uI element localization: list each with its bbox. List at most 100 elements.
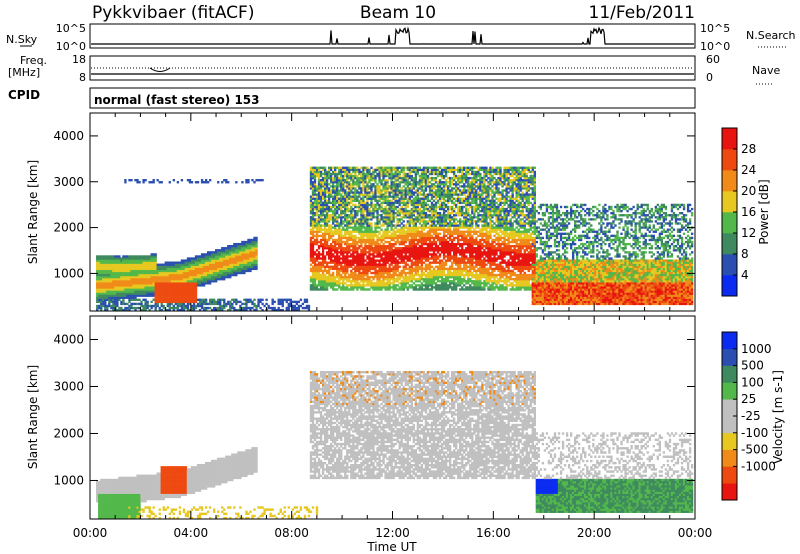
power-cell (338, 230, 341, 233)
power-cell (358, 259, 361, 262)
power-cell (344, 261, 347, 264)
power-cell (317, 176, 321, 180)
power-cell (98, 288, 101, 291)
power-cell (325, 212, 329, 215)
power-cell (198, 302, 202, 306)
power-cell (412, 170, 415, 174)
power-cell (370, 205, 373, 209)
power-cell (370, 259, 373, 262)
power-cell (430, 278, 434, 281)
power-cell (362, 255, 365, 258)
power-cell (319, 183, 323, 186)
power-cell (338, 179, 341, 182)
power-cell (202, 284, 206, 287)
power-cell (174, 288, 178, 291)
power-cell (374, 168, 377, 172)
power-cell (422, 203, 426, 207)
power-cell (243, 255, 246, 258)
power-cell (420, 226, 424, 229)
power-cell (323, 214, 327, 217)
power-cell (420, 168, 424, 172)
power-cell (285, 298, 288, 301)
power-cell (382, 172, 385, 176)
power-cell (168, 300, 171, 304)
power-cell (352, 176, 355, 180)
power-cell (430, 282, 434, 285)
power-cell (404, 273, 407, 277)
power-cell (344, 249, 347, 252)
power-cell (372, 193, 375, 196)
power-cell (231, 304, 234, 308)
power-cell (422, 288, 426, 291)
power-cell (182, 265, 186, 268)
power-cell (98, 290, 101, 293)
power-cell (321, 275, 325, 279)
power-cell (336, 255, 339, 258)
power-cell (176, 263, 180, 266)
power-cell (398, 234, 401, 238)
power-cell (126, 273, 129, 277)
power-cell (426, 263, 430, 266)
power-cell (144, 179, 147, 182)
power-cell (190, 181, 194, 184)
power-cell (422, 236, 426, 240)
power-cell (158, 271, 161, 275)
power-cell (348, 201, 351, 205)
power-cell (138, 284, 141, 287)
power-cell (428, 185, 432, 188)
power-cell (350, 197, 353, 200)
power-cell (428, 224, 432, 227)
power-cell (150, 280, 153, 283)
freq-strip (89, 55, 696, 81)
power-cell (223, 263, 226, 266)
power-cell (342, 220, 345, 223)
power-cell (408, 230, 411, 233)
power-cell (130, 292, 133, 295)
power-cell (319, 263, 323, 266)
power-cell (130, 280, 133, 283)
power-cell (394, 288, 397, 291)
power-cell (392, 218, 395, 221)
power-cell (376, 269, 379, 273)
power-cell (380, 273, 383, 277)
power-cell (428, 207, 432, 211)
power-cell (118, 288, 121, 291)
power-cell (313, 273, 317, 277)
power-cell (354, 176, 357, 180)
power-cell (313, 269, 317, 273)
power-cell (200, 284, 204, 287)
power-cell (114, 300, 117, 304)
power-cell (168, 304, 171, 308)
power-cell (334, 278, 337, 281)
power-cell (206, 267, 210, 271)
power-cell (358, 282, 361, 285)
power-cell (329, 273, 333, 277)
power-cell (372, 191, 375, 194)
power-cell (410, 218, 413, 221)
power-cell (204, 253, 208, 256)
power-cell (313, 218, 317, 221)
power-cell (325, 238, 329, 242)
power-cell (303, 298, 307, 301)
power-cell (100, 267, 103, 271)
power-cell (424, 275, 428, 279)
power-cell (374, 191, 377, 194)
power-cell (323, 269, 327, 273)
power-cell (158, 294, 161, 297)
power-cell (96, 306, 99, 310)
power-cell (362, 207, 365, 211)
power-cell (378, 242, 381, 246)
power-cell (418, 216, 422, 219)
power-cell (323, 209, 327, 213)
power-cell (329, 261, 333, 264)
power-cell (156, 294, 159, 297)
power-cell (166, 261, 169, 264)
power-cell (124, 294, 127, 297)
power-cell (350, 288, 353, 291)
power-cell (346, 253, 349, 256)
power-cell (164, 296, 167, 299)
power-cell (372, 259, 375, 262)
power-cell (198, 304, 202, 308)
power-cell (362, 170, 365, 174)
power-cell (96, 267, 99, 271)
